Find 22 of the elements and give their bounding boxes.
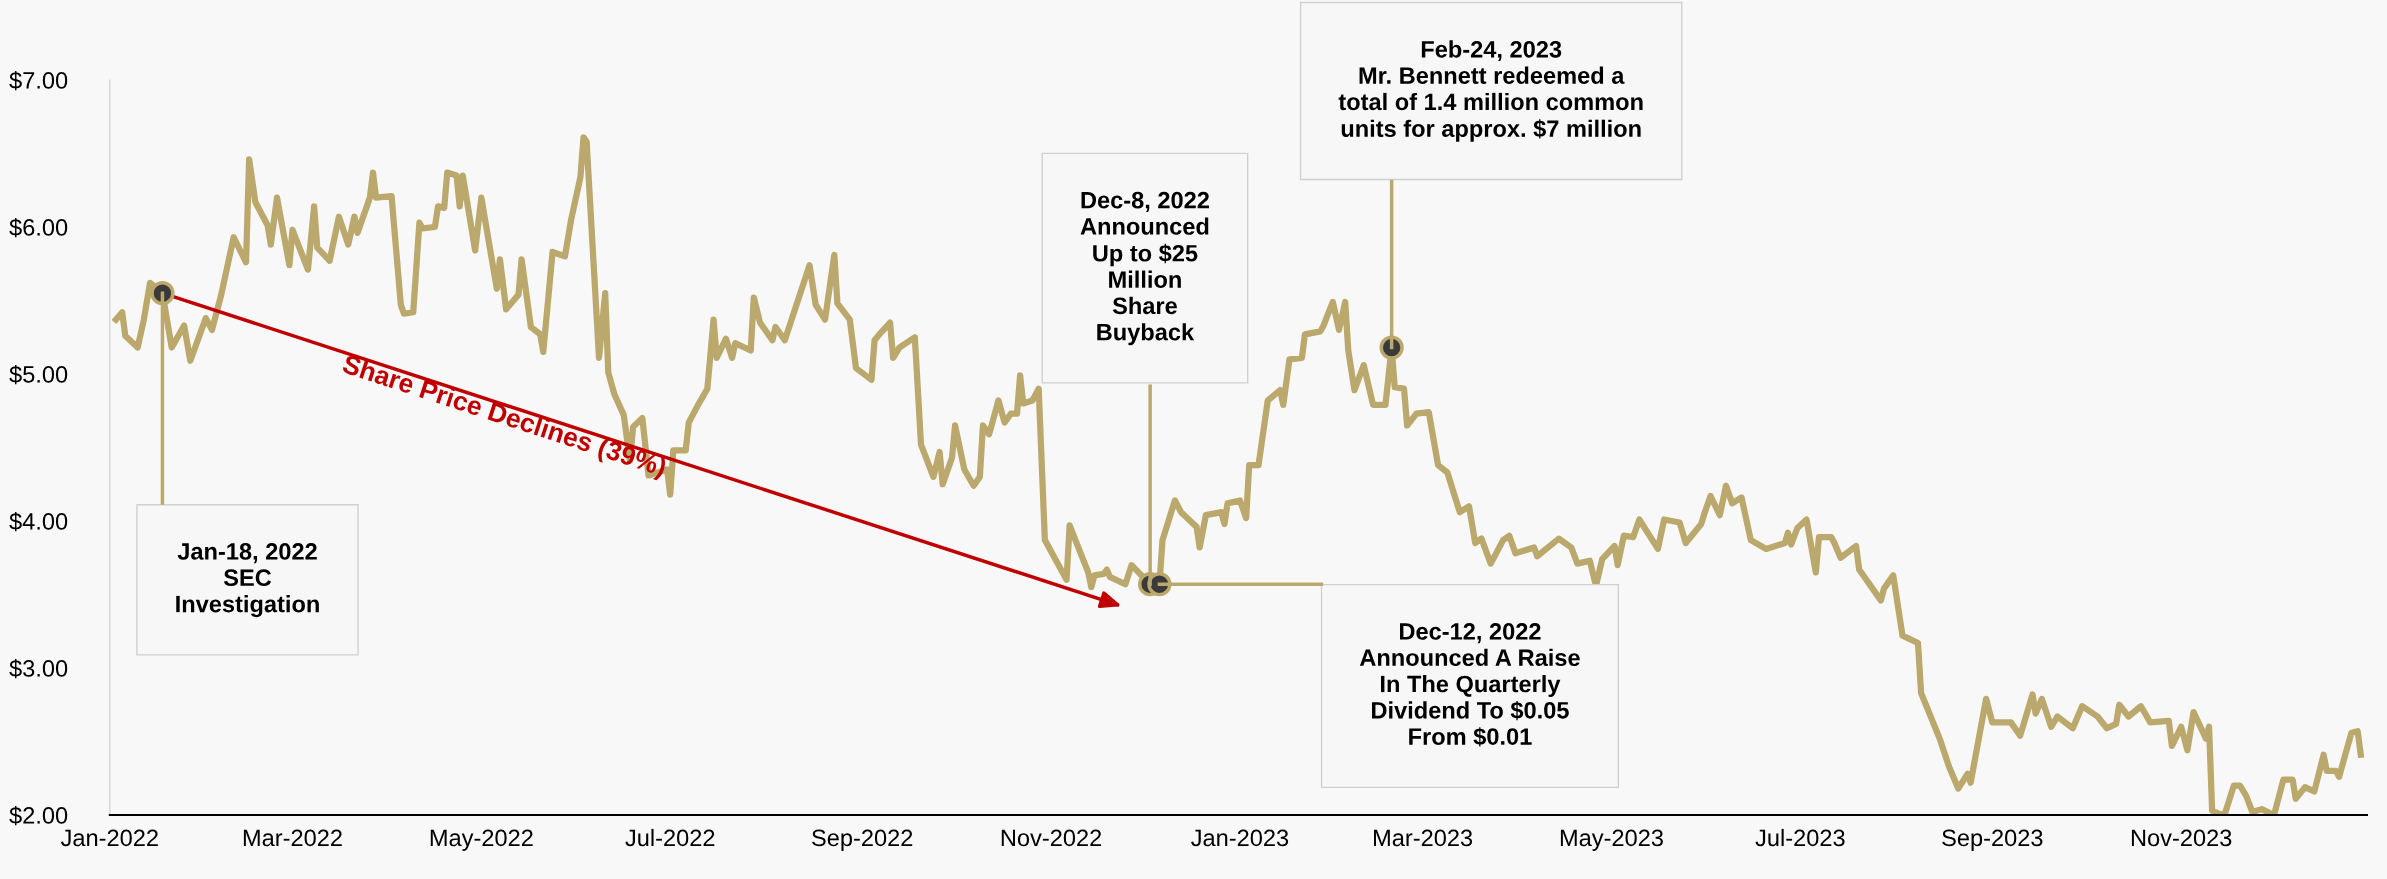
x-tick-label: Mar-2022 — [243, 829, 342, 847]
annotation: Feb-24, 2023 Mr. Bennett redeemed a total of 1.4 million common units for approx. $7 million — [1338, 40, 1643, 142]
x-tick-label: Mar-2023 — [1374, 829, 1473, 847]
x-tick-label: Jul-2022 — [625, 828, 715, 847]
x-tick-label: May-2023 — [1560, 829, 1663, 851]
x-tick-label: Jan-2022 — [60, 829, 158, 847]
y-tick-label: $4.00 — [9, 512, 68, 532]
annotation: Dec-8, 2022 Announced Up to $25 Million Share Buyback — [1080, 191, 1209, 346]
y-tick-label: $6.00 — [9, 218, 68, 238]
y-tick-label: $5.00 — [9, 365, 68, 385]
x-tick-label: Sep-2022 — [812, 829, 913, 851]
y-tick-label: $2.00 — [9, 806, 68, 826]
x-tick-label: Jul-2023 — [1755, 828, 1845, 847]
x-tick-label: May-2022 — [430, 829, 533, 851]
x-tick-label: Nov-2023 — [2131, 829, 2232, 847]
x-tick-label: Sep-2023 — [1942, 829, 2043, 851]
x-tick-label: Jan-2023 — [1191, 829, 1289, 847]
y-tick-label: $7.00 — [9, 71, 68, 91]
annotation: Dec-12, 2022 Announced A Raise In The Quarterly Dividend To $0.05 From $0.01 — [1359, 623, 1580, 747]
y-tick-label: $3.00 — [9, 659, 68, 679]
x-tick-label: Nov-2022 — [1001, 829, 1102, 847]
annotation: Jan-18, 2022 SEC Investigation — [176, 543, 319, 618]
